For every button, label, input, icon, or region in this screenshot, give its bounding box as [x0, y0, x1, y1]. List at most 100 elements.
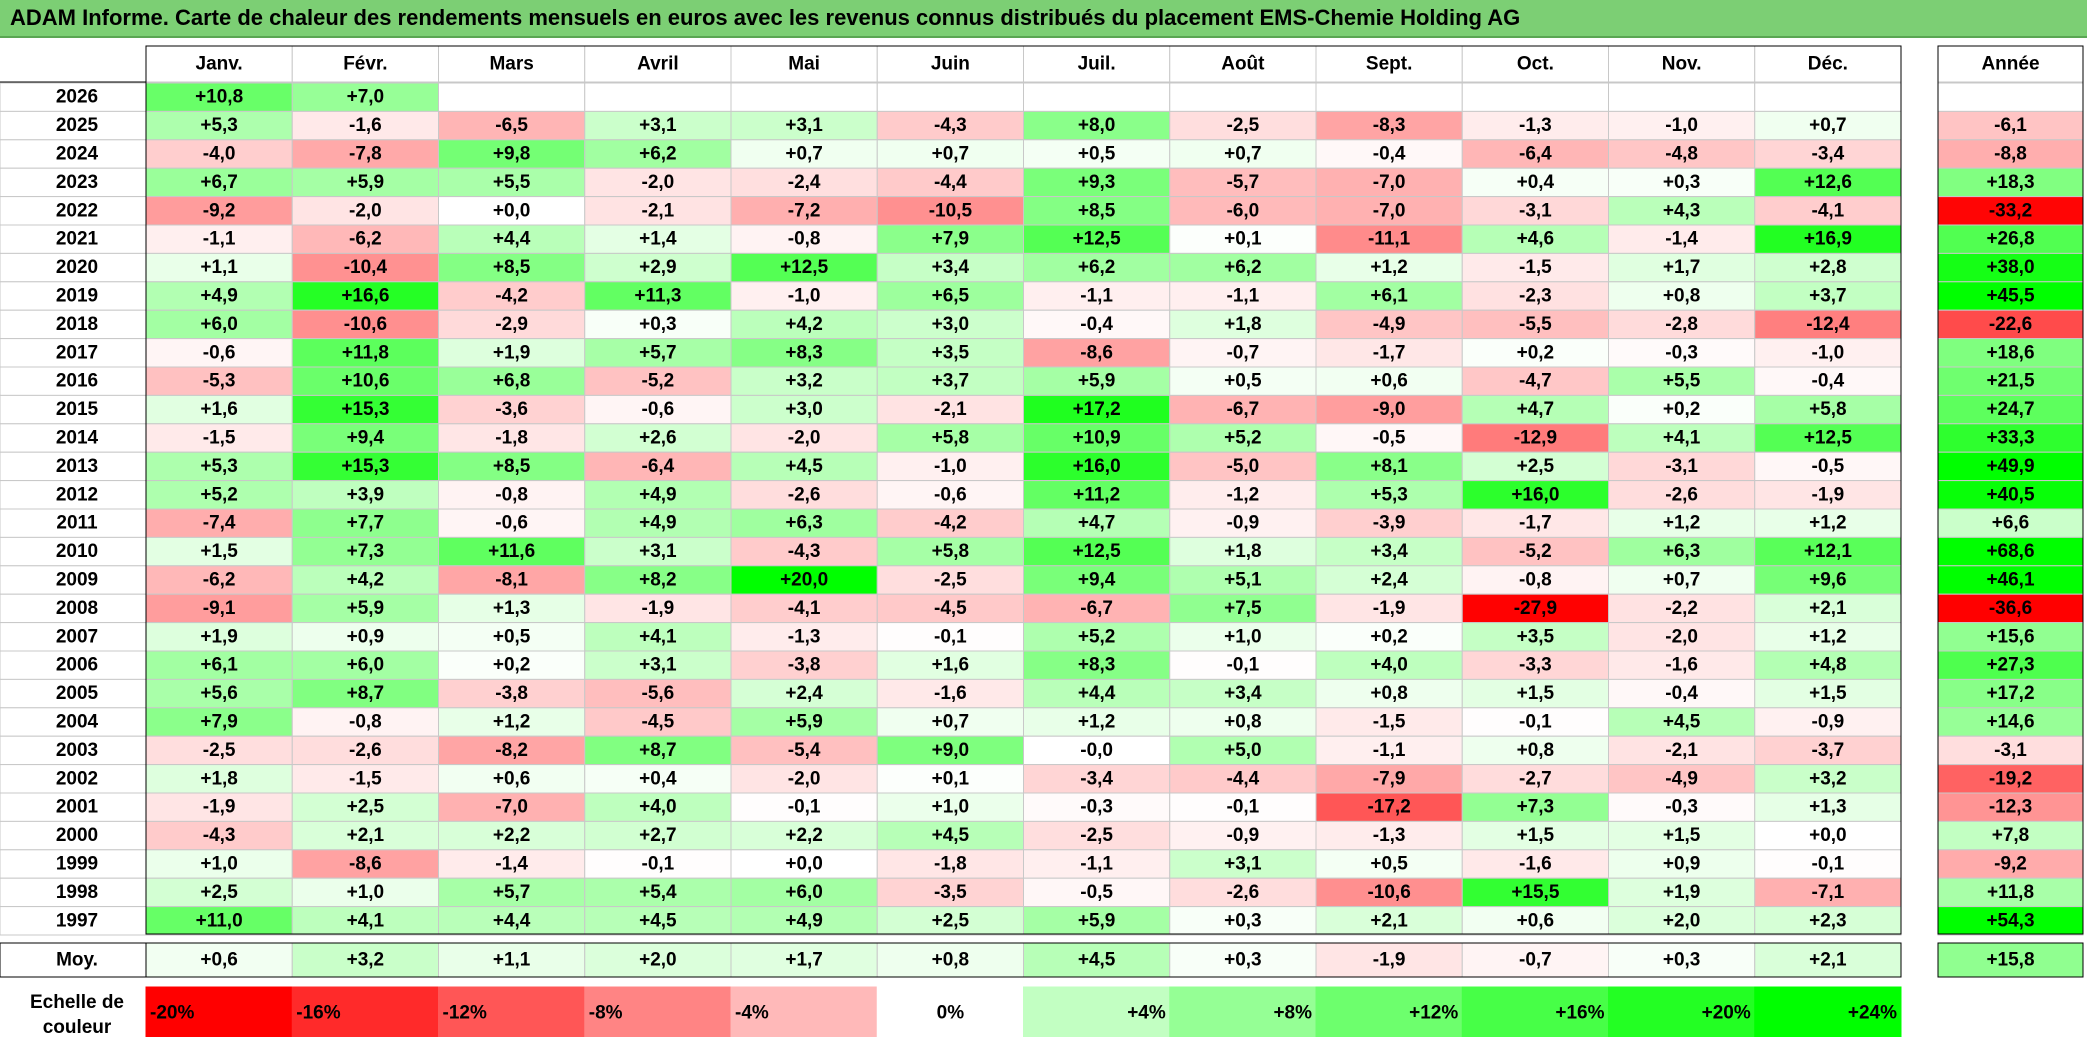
- heatmap-value: +7,0: [347, 87, 385, 108]
- heatmap-value: +2,1: [347, 825, 385, 846]
- heatmap-value: +4,5: [785, 456, 823, 477]
- average-value: +1,1: [493, 950, 531, 971]
- heatmap-cell: [438, 735, 586, 766]
- month-header-label: Févr.: [343, 54, 387, 75]
- heatmap-value: -0,1: [1227, 655, 1260, 676]
- heatmap-value: +2,6: [639, 428, 677, 449]
- month-header-label: Oct.: [1517, 54, 1554, 75]
- year-label: 2026: [56, 87, 98, 108]
- heatmap-value: -2,5: [1080, 825, 1113, 846]
- scale-swatch: [1169, 986, 1317, 1037]
- heatmap-value: -9,2: [203, 200, 236, 221]
- heatmap-value: -1,0: [1665, 115, 1698, 136]
- heatmap-cell: [876, 196, 1024, 226]
- heatmap-cell: [730, 877, 878, 908]
- heatmap-cell: [1608, 678, 1756, 709]
- heatmap-value: +11,8: [342, 342, 389, 363]
- heatmap-value: +4,4: [493, 229, 531, 250]
- heatmap-value: +12,5: [1073, 229, 1122, 250]
- heatmap-cell: [1461, 565, 1609, 595]
- heatmap-value: +12,5: [1804, 428, 1853, 449]
- annual-cell: [1937, 707, 2084, 737]
- average-cell: [876, 942, 1024, 978]
- heatmap-cell: [438, 139, 586, 169]
- annual-cell: [1937, 394, 2084, 425]
- heatmap-value: -1,9: [1812, 484, 1845, 505]
- scale-swatch-label: +4%: [1127, 1003, 1166, 1024]
- heatmap-cell: [1169, 394, 1317, 425]
- heatmap-cell: [730, 735, 878, 766]
- heatmap-value: -2,2: [1665, 598, 1698, 619]
- heatmap-value: -8,1: [495, 570, 528, 591]
- heatmap-value: -10,6: [1367, 882, 1410, 903]
- month-header-label: Août: [1221, 54, 1265, 75]
- heatmap-value: +2,3: [1809, 910, 1847, 931]
- heatmap-value: +0,0: [1809, 825, 1847, 846]
- heatmap-value: -1,9: [203, 797, 236, 818]
- heatmap-value: -6,4: [1519, 144, 1552, 165]
- annual-cell: [1937, 480, 2084, 510]
- heatmap-cell: [1169, 735, 1317, 766]
- heatmap-value: +6,0: [347, 655, 385, 676]
- heatmap-value: +0,6: [1370, 371, 1408, 392]
- heatmap-value: +3,1: [639, 655, 677, 676]
- heatmap-value: +2,4: [1370, 570, 1408, 591]
- heatmap-value: -0,3: [1665, 342, 1698, 363]
- heatmap-value: +1,2: [1809, 513, 1847, 534]
- heatmap-value: -1,9: [1373, 598, 1406, 619]
- heatmap-value: -2,0: [642, 172, 675, 193]
- heatmap-cell: [291, 451, 439, 482]
- heatmap-value: +11,3: [634, 286, 681, 307]
- annual-grid-frame: [1937, 45, 2084, 935]
- heatmap-value: -6,2: [349, 229, 382, 250]
- heatmap-value: -5,2: [642, 371, 675, 392]
- heatmap-cell: [291, 167, 439, 198]
- heatmap-value: -5,6: [642, 683, 675, 704]
- heatmap-cell: [1169, 764, 1317, 794]
- average-label: Moy.: [56, 950, 98, 971]
- month-header-cell: [1023, 45, 1171, 83]
- heatmap-cell: [438, 764, 586, 794]
- heatmap-value: +1,7: [1663, 257, 1701, 278]
- year-cell: [0, 196, 147, 226]
- heatmap-value: -2,5: [934, 570, 967, 591]
- annual-cell: [1937, 650, 2084, 680]
- heatmap-cell: [291, 309, 439, 340]
- heatmap-value: +4,4: [493, 910, 531, 931]
- heatmap-value: -8,6: [349, 854, 382, 875]
- heatmap-value: +3,4: [932, 257, 970, 278]
- report-title: ADAM Informe. Carte de chaleur des rende…: [10, 5, 1521, 30]
- heatmap-value: +11,6: [488, 541, 535, 562]
- heatmap-value: +4,3: [1663, 200, 1701, 221]
- heatmap-cell: [1315, 849, 1463, 879]
- heatmap-value: +3,0: [932, 314, 970, 335]
- annual-cell: [1937, 309, 2084, 340]
- heatmap-cell: [291, 849, 439, 879]
- heatmap-cell: [876, 394, 1024, 425]
- heatmap-value: +12,6: [1804, 172, 1852, 193]
- heatmap-value: +4,7: [1517, 399, 1555, 420]
- heatmap-value: +1,9: [493, 342, 531, 363]
- heatmap-value: +9,3: [1078, 172, 1116, 193]
- heatmap-cell: [1754, 650, 1902, 680]
- heatmap-value: -3,3: [1519, 655, 1552, 676]
- heatmap-value: +6,8: [493, 371, 531, 392]
- average-value: +2,1: [1809, 950, 1847, 971]
- year-label: 2024: [56, 144, 99, 165]
- annual-cell: [1937, 565, 2084, 595]
- scale-swatch: [291, 986, 439, 1037]
- heatmap-value: +0,8: [1224, 712, 1262, 733]
- heatmap-cell: [584, 366, 732, 396]
- heatmap-value: -1,0: [934, 456, 967, 477]
- heatmap-value: -12,9: [1514, 428, 1557, 449]
- year-label: 2017: [56, 342, 98, 363]
- heatmap-value: -5,5: [1519, 314, 1552, 335]
- heatmap-value: -1,5: [1519, 257, 1552, 278]
- heatmap-value: +4,6: [1517, 229, 1555, 250]
- annual-cell: [1937, 877, 2084, 908]
- year-label: 2003: [56, 740, 98, 761]
- annual-value: +26,8: [1986, 229, 2034, 250]
- heatmap-cell: [1754, 423, 1902, 453]
- annual-cell: [1937, 196, 2084, 226]
- annual-cell: [1937, 622, 2084, 652]
